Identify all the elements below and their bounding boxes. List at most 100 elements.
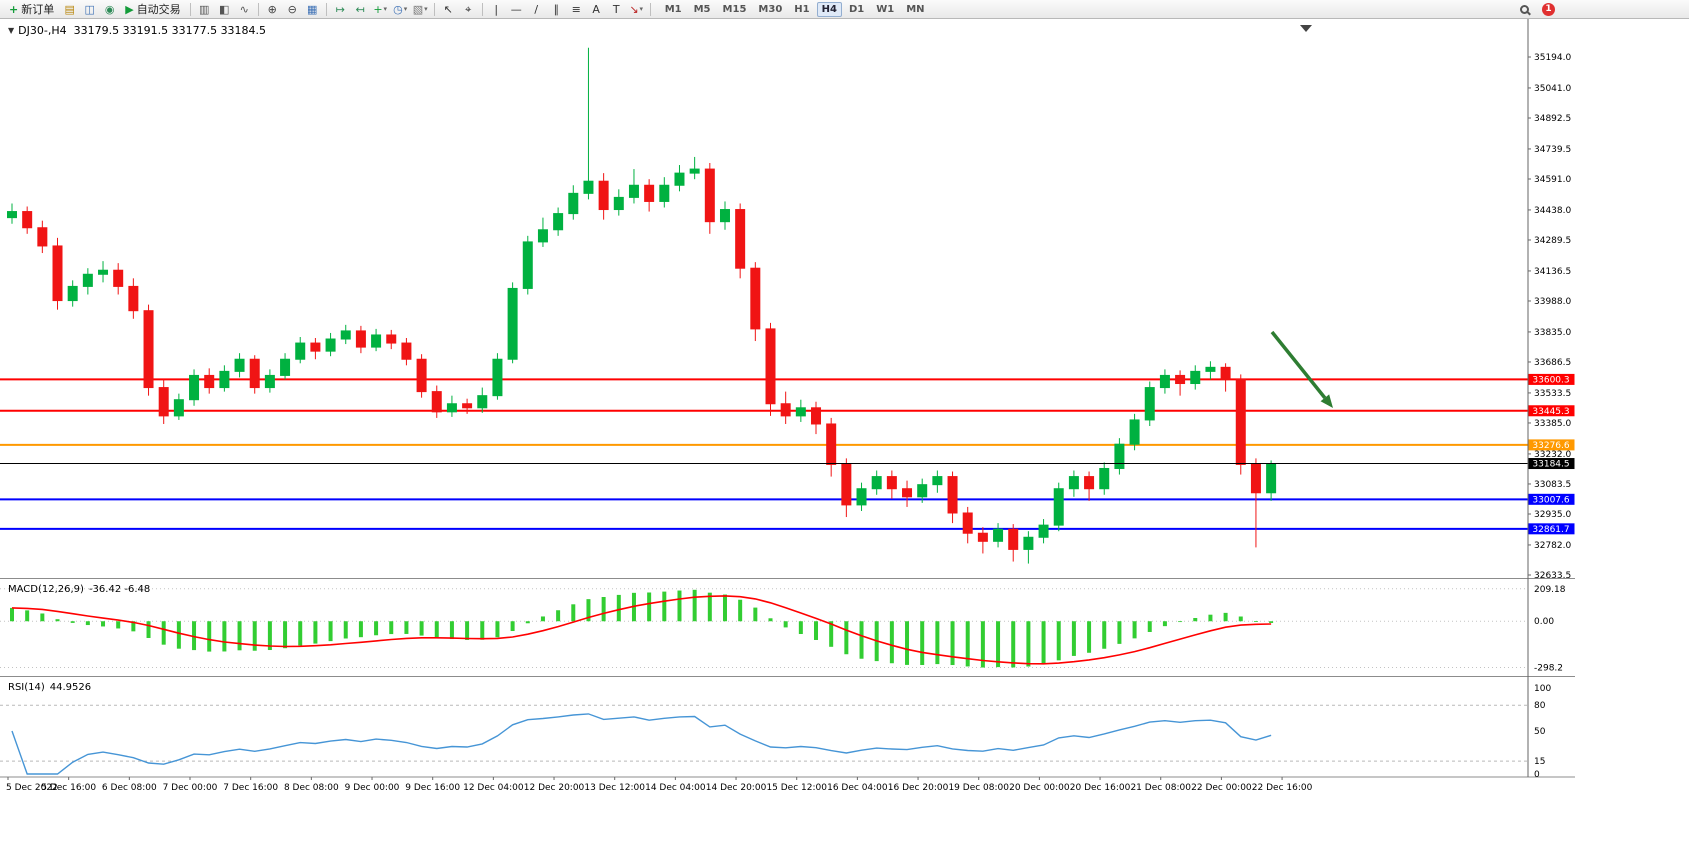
chart-canvas[interactable]: 35194.0 35041.0 34892.5 34739.5 34591.0 34438… <box>0 19 1689 859</box>
toolbar-separator <box>325 2 327 16</box>
trendline-icon-glyph: / <box>534 2 539 16</box>
svg-text:16 Dec 04:00: 16 Dec 04:00 <box>827 783 888 793</box>
sell-arrow[interactable] <box>1270 330 1333 408</box>
arrows-icon-glyph: ↘ <box>629 2 639 16</box>
macd-name: MACD(12,26,9) <box>8 584 84 595</box>
svg-text:20 Dec 16:00: 20 Dec 16:00 <box>1070 783 1131 793</box>
timeframe-w1[interactable]: W1 <box>876 3 895 15</box>
toolbar-separator <box>433 2 435 16</box>
svg-text:33686.5: 33686.5 <box>1534 358 1571 368</box>
macd-values: -36.42 -6.48 <box>88 584 151 595</box>
svg-text:33600.3: 33600.3 <box>1532 375 1569 385</box>
svg-text:34289.5: 34289.5 <box>1534 236 1571 246</box>
bar-chart-icon[interactable]: ▥ <box>195 1 214 17</box>
timeframe-h4[interactable]: H4 <box>816 1 842 17</box>
cursor-icon[interactable]: ↖ <box>439 1 458 17</box>
chart-area[interactable]: 35194.0 35041.0 34892.5 34739.5 34591.0 34438… <box>0 19 1689 859</box>
chart-title: ▼ DJ30-,H4 33179.5 33191.5 33177.5 33184.5 <box>8 24 266 37</box>
toolbar-right: 1 <box>1515 1 1685 17</box>
notification-badge[interactable]: 1 <box>1542 2 1555 16</box>
auto-scroll-icon[interactable]: ↦ <box>331 1 350 17</box>
horizontal-line-icon[interactable]: — <box>507 1 526 17</box>
svg-text:33184.5: 33184.5 <box>1532 460 1569 470</box>
text-icon[interactable]: A <box>587 1 606 17</box>
data-window-icon[interactable]: ◉ <box>100 1 119 17</box>
chart-shift-marker[interactable] <box>1300 25 1312 32</box>
arrows-icon[interactable]: ↘ ▾ <box>627 1 646 17</box>
bar-chart-icon-glyph: ▥ <box>198 2 210 16</box>
templates-icon-glyph: ▧ <box>412 2 424 16</box>
svg-text:33533.5: 33533.5 <box>1534 389 1571 399</box>
crosshair-icon[interactable]: ⌖ <box>459 1 478 17</box>
toolbar: + 新订单 ▤ ◫ ◉ ▶ 自动交易 ▥ ◧ ∿ ⊕ ⊖ ▦ ↦ ↤ + ▾ ◷ ▾ ▧ ▾ ↖ ⌖ | — / ∥ ≡ A T ↘ ▾ M1… <box>0 0 1689 19</box>
toolbar-separator <box>189 2 191 16</box>
svg-text:32782.0: 32782.0 <box>1534 541 1571 551</box>
toolbar-separator <box>649 2 651 16</box>
line-chart-icon-glyph: ∿ <box>239 2 249 16</box>
vertical-line-icon[interactable]: | <box>487 1 506 17</box>
timeframe-mn[interactable]: MN <box>906 3 925 15</box>
hline-objects[interactable] <box>0 378 1528 530</box>
periods-icon-glyph: ◷ <box>393 2 403 16</box>
channel-icon[interactable]: ∥ <box>547 1 566 17</box>
zoom-out-icon[interactable]: ⊖ <box>283 1 302 17</box>
macd-signal-line <box>11 595 1272 665</box>
text-icon-glyph: A <box>592 2 600 16</box>
new-order-button[interactable]: + 新订单 <box>4 1 59 17</box>
svg-text:33988.0: 33988.0 <box>1534 297 1571 307</box>
profiles-icon[interactable]: ◫ <box>80 1 99 17</box>
pane-separators[interactable] <box>0 19 1575 778</box>
toolbar-separator <box>257 2 259 16</box>
svg-text:5 Dec 2022: 5 Dec 2022 <box>6 783 58 793</box>
toolbar-items: + 新订单 ▤ ◫ ◉ ▶ 自动交易 ▥ ◧ ∿ ⊕ ⊖ ▦ ↦ ↤ + ▾ ◷ ▾ ▧ ▾ ↖ ⌖ | — / ∥ ≡ A T ↘ ▾ <box>4 1 654 17</box>
svg-text:15 Dec 12:00: 15 Dec 12:00 <box>766 783 827 793</box>
svg-text:34892.5: 34892.5 <box>1534 114 1571 124</box>
periods-icon[interactable]: ◷ ▾ <box>391 1 410 17</box>
svg-text:33385.0: 33385.0 <box>1534 419 1571 429</box>
timeframe-m1[interactable]: M1 <box>664 3 682 15</box>
svg-text:50: 50 <box>1534 727 1546 737</box>
grid-icon[interactable]: ▦ <box>303 1 322 17</box>
rsi-line <box>11 713 1272 775</box>
indicators-icon[interactable]: + ▾ <box>371 1 390 17</box>
one-click-trading-toggle[interactable]: ▼ <box>8 26 15 35</box>
timeframe-h1[interactable]: H1 <box>794 3 810 15</box>
data-window-icon-glyph: ◉ <box>104 2 115 16</box>
svg-text:33232.0: 33232.0 <box>1534 450 1571 460</box>
autotrading-button-label: 自动交易 <box>136 3 181 16</box>
timeframe-d1[interactable]: D1 <box>848 3 865 15</box>
ohlc-values: 33179.5 33191.5 33177.5 33184.5 <box>73 24 267 37</box>
fibonacci-icon[interactable]: ≡ <box>567 1 586 17</box>
candlestick-chart-icon[interactable]: ◧ <box>215 1 234 17</box>
price-axis[interactable]: 35194.0 35041.0 34892.5 34739.5 34591.0 34438… <box>1528 53 1571 780</box>
line-chart-icon[interactable]: ∿ <box>235 1 254 17</box>
candles <box>7 47 1277 564</box>
svg-text:5 Dec 16:00: 5 Dec 16:00 <box>41 783 96 793</box>
chart-shift-icon-glyph: ↤ <box>355 2 365 16</box>
svg-text:12 Dec 04:00: 12 Dec 04:00 <box>463 783 524 793</box>
svg-text:21 Dec 08:00: 21 Dec 08:00 <box>1130 783 1191 793</box>
autotrading-button[interactable]: ▶ 自动交易 <box>120 1 185 17</box>
svg-text:7 Dec 16:00: 7 Dec 16:00 <box>223 783 278 793</box>
new-chart-icon[interactable]: ▤ <box>60 1 79 17</box>
svg-text:34591.0: 34591.0 <box>1534 175 1571 185</box>
svg-text:9 Dec 00:00: 9 Dec 00:00 <box>345 783 400 793</box>
macd-histogram <box>10 589 1274 668</box>
search-button[interactable] <box>1515 1 1534 17</box>
svg-text:7 Dec 00:00: 7 Dec 00:00 <box>163 783 218 793</box>
svg-text:32633.5: 32633.5 <box>1534 571 1571 581</box>
dropdown-caret-icon: ▾ <box>403 4 408 13</box>
timeframe-m30[interactable]: M30 <box>758 3 783 15</box>
timeframe-m5[interactable]: M5 <box>693 3 711 15</box>
rsi-indicator-label: RSI(14) 44.9526 <box>8 682 91 693</box>
zoom-in-icon[interactable]: ⊕ <box>263 1 282 17</box>
text-label-icon[interactable]: T <box>607 1 626 17</box>
trendline-icon[interactable]: / <box>527 1 546 17</box>
timeframe-m15[interactable]: M15 <box>722 3 747 15</box>
auto-scroll-icon-glyph: ↦ <box>335 2 345 16</box>
templates-icon[interactable]: ▧ ▾ <box>411 1 430 17</box>
svg-text:9 Dec 16:00: 9 Dec 16:00 <box>405 783 460 793</box>
chart-shift-icon[interactable]: ↤ <box>351 1 370 17</box>
svg-text:13 Dec 12:00: 13 Dec 12:00 <box>584 783 645 793</box>
